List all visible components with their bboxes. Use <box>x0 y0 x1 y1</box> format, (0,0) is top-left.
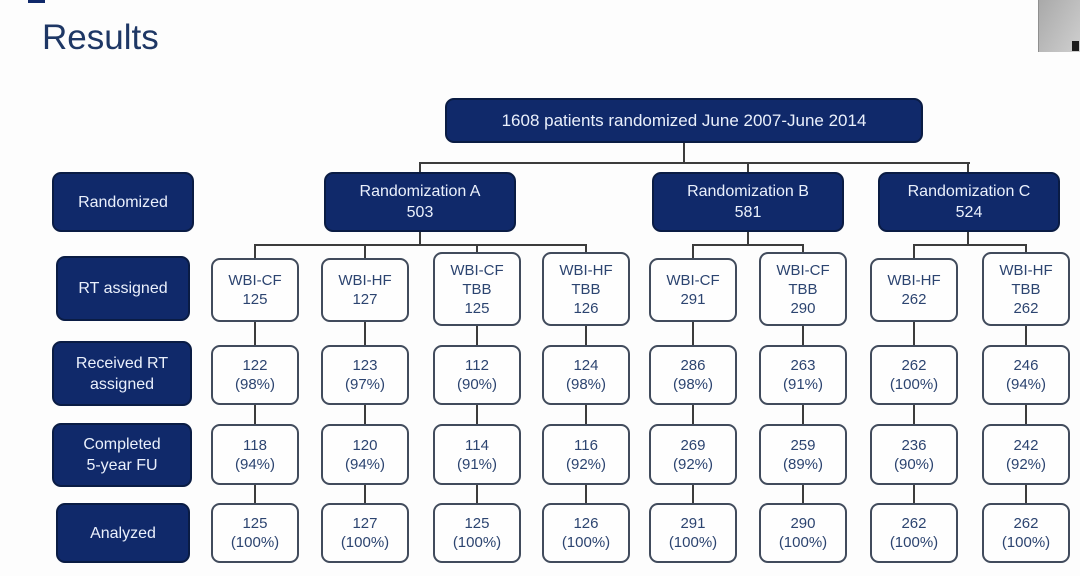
connector <box>1025 403 1027 425</box>
analyzed-node: 291 (100%) <box>649 503 737 563</box>
completed-fu-node: 269 (92%) <box>649 424 737 485</box>
analyzed-node: 125 (100%) <box>433 503 521 563</box>
row-label-analyzed: Analyzed <box>56 503 190 563</box>
connector <box>913 244 915 259</box>
connector <box>913 320 915 346</box>
randomization-a-node: Randomization A 503 <box>324 172 516 232</box>
rt-assigned-node: WBI-HF 262 <box>870 258 958 322</box>
connector <box>364 244 366 259</box>
connector <box>254 484 256 504</box>
completed-fu-node: 114 (91%) <box>433 424 521 485</box>
connector <box>802 244 804 259</box>
received-rt-node: 122 (98%) <box>211 345 299 405</box>
completed-fu-node: 242 (92%) <box>982 424 1070 485</box>
connector <box>747 232 749 245</box>
connector <box>692 244 804 246</box>
connector <box>747 162 749 173</box>
rt-assigned-node: WBI-CF TBB 125 <box>433 252 521 326</box>
connector <box>364 320 366 346</box>
connector <box>255 244 587 246</box>
row-label-received-rt: Received RT assigned <box>52 341 192 406</box>
connector <box>476 320 478 346</box>
analyzed-node: 126 (100%) <box>542 503 630 563</box>
connector <box>1025 320 1027 346</box>
completed-fu-node: 118 (94%) <box>211 424 299 485</box>
received-rt-node: 112 (90%) <box>433 345 521 405</box>
analyzed-node: 262 (100%) <box>982 503 1070 563</box>
connector <box>692 320 694 346</box>
randomization-c-node: Randomization C 524 <box>878 172 1060 232</box>
connector <box>913 244 1027 246</box>
connector <box>364 403 366 425</box>
connector <box>254 403 256 425</box>
row-label-rt-assigned: RT assigned <box>56 256 190 321</box>
connector <box>913 484 915 504</box>
analyzed-node: 290 (100%) <box>759 503 847 563</box>
connector <box>585 403 587 425</box>
connector <box>419 232 421 245</box>
received-rt-node: 262 (100%) <box>870 345 958 405</box>
connector <box>802 403 804 425</box>
connector <box>967 162 969 173</box>
completed-fu-node: 259 (89%) <box>759 424 847 485</box>
received-rt-node: 286 (98%) <box>649 345 737 405</box>
connector <box>420 162 970 164</box>
row-label-randomized: Randomized <box>52 172 194 232</box>
randomization-b-node: Randomization B 581 <box>652 172 844 232</box>
page-title: Results <box>42 18 159 57</box>
connector <box>913 403 915 425</box>
rt-assigned-node: WBI-CF 125 <box>211 258 299 322</box>
received-rt-node: 263 (91%) <box>759 345 847 405</box>
connector <box>476 403 478 425</box>
connector <box>585 320 587 346</box>
connector <box>692 244 694 259</box>
completed-fu-node: 116 (92%) <box>542 424 630 485</box>
received-rt-node: 124 (98%) <box>542 345 630 405</box>
analyzed-node: 127 (100%) <box>321 503 409 563</box>
connector <box>254 320 256 346</box>
rt-assigned-node: WBI-HF TBB 126 <box>542 252 630 326</box>
connector <box>476 244 478 259</box>
connector <box>585 244 587 259</box>
rt-assigned-node: WBI-HF 127 <box>321 258 409 322</box>
connector <box>254 244 256 259</box>
rt-assigned-node: WBI-CF TBB 290 <box>759 252 847 326</box>
received-rt-node: 246 (94%) <box>982 345 1070 405</box>
row-label-completed-fu: Completed 5-year FU <box>52 423 192 487</box>
connector <box>802 484 804 504</box>
connector <box>683 143 685 163</box>
connector <box>692 484 694 504</box>
connector <box>967 232 969 245</box>
window-corner-overlay <box>1038 0 1080 52</box>
rt-assigned-node: WBI-CF 291 <box>649 258 737 322</box>
corner-mark <box>1072 41 1079 51</box>
connector <box>1025 244 1027 259</box>
root-node: 1608 patients randomized June 2007-June … <box>445 98 923 143</box>
completed-fu-node: 120 (94%) <box>321 424 409 485</box>
analyzed-node: 125 (100%) <box>211 503 299 563</box>
analyzed-node: 262 (100%) <box>870 503 958 563</box>
connector <box>364 484 366 504</box>
connector <box>419 162 421 173</box>
connector <box>692 403 694 425</box>
connector <box>1025 484 1027 504</box>
received-rt-node: 123 (97%) <box>321 345 409 405</box>
connector <box>476 484 478 504</box>
completed-fu-node: 236 (90%) <box>870 424 958 485</box>
slide-edge-mark <box>28 0 45 3</box>
connector <box>802 320 804 346</box>
rt-assigned-node: WBI-HF TBB 262 <box>982 252 1070 326</box>
connector <box>585 484 587 504</box>
